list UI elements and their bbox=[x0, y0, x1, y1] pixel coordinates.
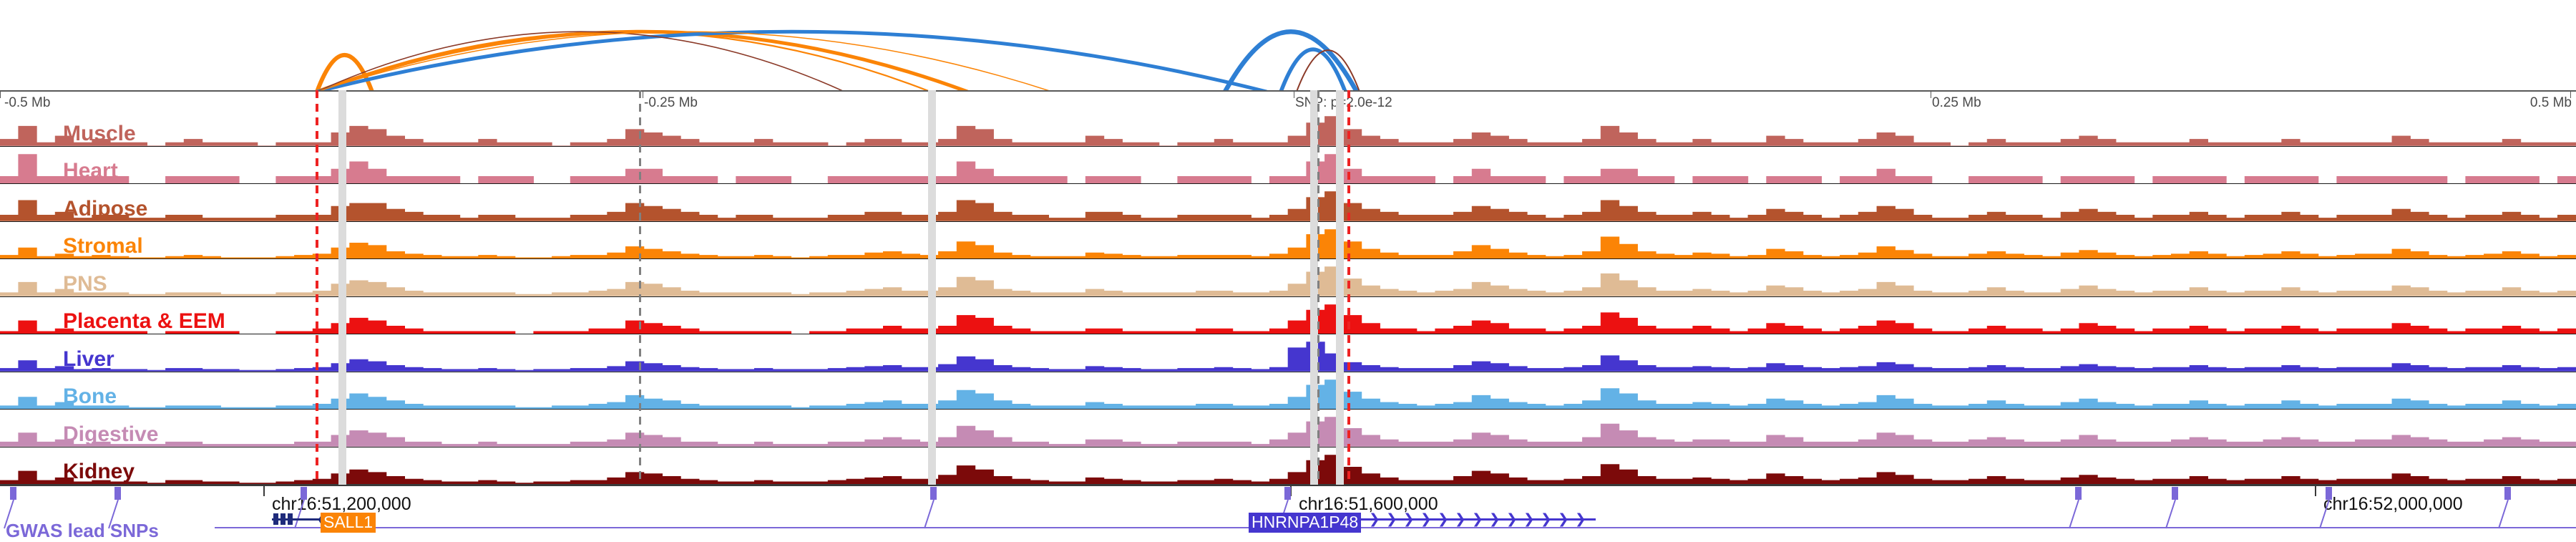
strand-arrow-icon: ❯ bbox=[1455, 511, 1466, 527]
genomic-tick-mark bbox=[263, 486, 265, 496]
track-label: Placenta & EEM bbox=[63, 309, 225, 333]
interaction-arc bbox=[1296, 49, 1360, 92]
track-label: Liver bbox=[63, 347, 114, 371]
strand-arrow-icon: ❯ bbox=[1369, 511, 1380, 527]
tissue-track-digestive[interactable]: Digestive bbox=[0, 410, 2576, 447]
arcs-svg bbox=[315, 29, 1360, 92]
track-label: Adipose bbox=[63, 196, 148, 221]
signal-profile bbox=[0, 222, 2576, 258]
interaction-arc bbox=[1279, 47, 1347, 92]
tissue-track-bone[interactable]: Bone bbox=[0, 372, 2576, 410]
track-label: Kidney bbox=[63, 460, 135, 483]
track-label: Digestive bbox=[63, 422, 159, 446]
gene-body-hnrnpa1p48[interactable] bbox=[1249, 518, 1596, 521]
axis-tick-label: 0.5 Mb bbox=[2529, 95, 2572, 110]
signal-profile bbox=[0, 410, 2576, 447]
strand-arrow-icon: ❯ bbox=[1438, 511, 1449, 527]
tissue-track-muscle[interactable]: Muscle bbox=[0, 109, 2576, 147]
interaction-arc bbox=[316, 31, 932, 92]
relative-position-axis: -0.5 Mb -0.25 Mb SNP: p=2.0e-12 0.25 Mb 0.5 … bbox=[0, 90, 2576, 115]
tissue-track-kidney[interactable]: Kidney bbox=[0, 447, 2576, 485]
signal-profile bbox=[0, 297, 2576, 334]
tissue-track-liver[interactable]: Liver bbox=[0, 334, 2576, 372]
axis-tick-label: -0.5 Mb bbox=[4, 95, 51, 110]
gene-exon bbox=[273, 513, 278, 525]
strand-arrow-icon: ❯ bbox=[1541, 511, 1552, 527]
track-label: Stromal bbox=[63, 234, 143, 258]
gwas-lead-snp-marker[interactable] bbox=[2326, 487, 2332, 500]
gwas-lead-snp-marker[interactable] bbox=[1284, 487, 1291, 500]
tissue-track-placenta-eem[interactable]: Placenta & EEM bbox=[0, 297, 2576, 334]
strand-arrow-icon: ❯ bbox=[1386, 511, 1397, 527]
interaction-arc bbox=[1222, 29, 1360, 92]
gwas-lead-snp-marker[interactable] bbox=[2504, 487, 2511, 500]
gene-body-sall1[interactable] bbox=[272, 518, 321, 521]
tissue-track-pns[interactable]: PNS bbox=[0, 259, 2576, 297]
genomic-tick-mark bbox=[1290, 486, 1292, 496]
tissue-track-heart[interactable]: Heart bbox=[0, 147, 2576, 184]
gwas-lead-snp-marker[interactable] bbox=[2172, 487, 2178, 500]
genomic-coordinate-label: chr16:51,200,000 bbox=[272, 494, 411, 514]
snp-connector-line bbox=[2498, 499, 2509, 529]
track-label: Heart bbox=[63, 159, 118, 183]
track-label: PNS bbox=[63, 271, 107, 296]
axis-tick-label: 0.25 Mb bbox=[1932, 95, 1981, 110]
gwas-lead-snp-marker[interactable] bbox=[10, 487, 16, 500]
gwas-baseline bbox=[215, 527, 2576, 528]
snp-connector-line bbox=[2069, 499, 2079, 529]
tissue-track-stromal[interactable]: Stromal bbox=[0, 222, 2576, 259]
signal-profile bbox=[0, 334, 2576, 372]
interaction-arc bbox=[315, 29, 1269, 92]
signal-profile bbox=[0, 147, 2576, 183]
tissue-track-adipose[interactable]: Adipose bbox=[0, 184, 2576, 222]
signal-profile bbox=[0, 259, 2576, 296]
signal-profile bbox=[0, 447, 2576, 484]
gwas-lead-snp-marker[interactable] bbox=[301, 487, 307, 500]
track-label: Bone bbox=[63, 384, 117, 408]
signal-profile bbox=[0, 184, 2576, 221]
gwas-lead-snps-label: GWAS lead SNPs bbox=[6, 520, 159, 541]
strand-arrow-icon: ❯ bbox=[1403, 511, 1415, 527]
gene-label-hnrnpa1p48[interactable]: HNRNPA1P48 bbox=[1249, 513, 1362, 533]
tissue-track-stack: Muscle Heart Adipose Stromal PNS Placenta & E… bbox=[0, 109, 2576, 485]
axis-line bbox=[0, 484, 2576, 486]
axis-tick-mark bbox=[2570, 92, 2571, 98]
genomic-coordinate-axis: GWAS lead SNPs chr16:51,200,000 chr16:51,… bbox=[0, 484, 2576, 541]
strand-arrow-icon: ❯ bbox=[1506, 511, 1518, 527]
gwas-lead-snp-marker[interactable] bbox=[930, 487, 937, 500]
genomic-coordinate-label: chr16:51,600,000 bbox=[1299, 494, 1438, 514]
axis-tick-label: -0.25 Mb bbox=[644, 95, 698, 110]
axis-tick-mark bbox=[0, 92, 1, 98]
strand-arrow-icon: ❯ bbox=[1575, 511, 1586, 527]
strand-arrow-icon: ❯ bbox=[1489, 511, 1501, 527]
strand-arrow-icon: ❯ bbox=[1558, 511, 1569, 527]
snp-connector-line bbox=[924, 499, 935, 529]
track-label: Muscle bbox=[63, 121, 136, 145]
chromatin-interaction-arcs bbox=[0, 0, 2576, 92]
strand-arrow-icon: ❯ bbox=[1472, 511, 1483, 527]
strand-arrow-icon: ❯ bbox=[1523, 511, 1535, 527]
gene-exon bbox=[288, 513, 293, 525]
genomic-tick-mark bbox=[2315, 486, 2316, 496]
genomic-coordinate-label: chr16:52,000,000 bbox=[2323, 494, 2463, 514]
signal-profile bbox=[0, 372, 2576, 409]
signal-profile bbox=[0, 109, 2576, 146]
gene-label-sall1[interactable]: SALL1 bbox=[321, 513, 376, 533]
strand-arrow-icon: ❯ bbox=[1420, 511, 1432, 527]
interaction-arc bbox=[316, 31, 1053, 92]
interaction-arc bbox=[315, 29, 970, 92]
snp-connector-line bbox=[2165, 499, 2176, 529]
gwas-lead-snp-marker[interactable] bbox=[114, 487, 121, 500]
interaction-arc bbox=[316, 31, 845, 92]
gwas-lead-snp-marker[interactable] bbox=[2075, 487, 2082, 500]
gene-exon bbox=[280, 513, 286, 525]
